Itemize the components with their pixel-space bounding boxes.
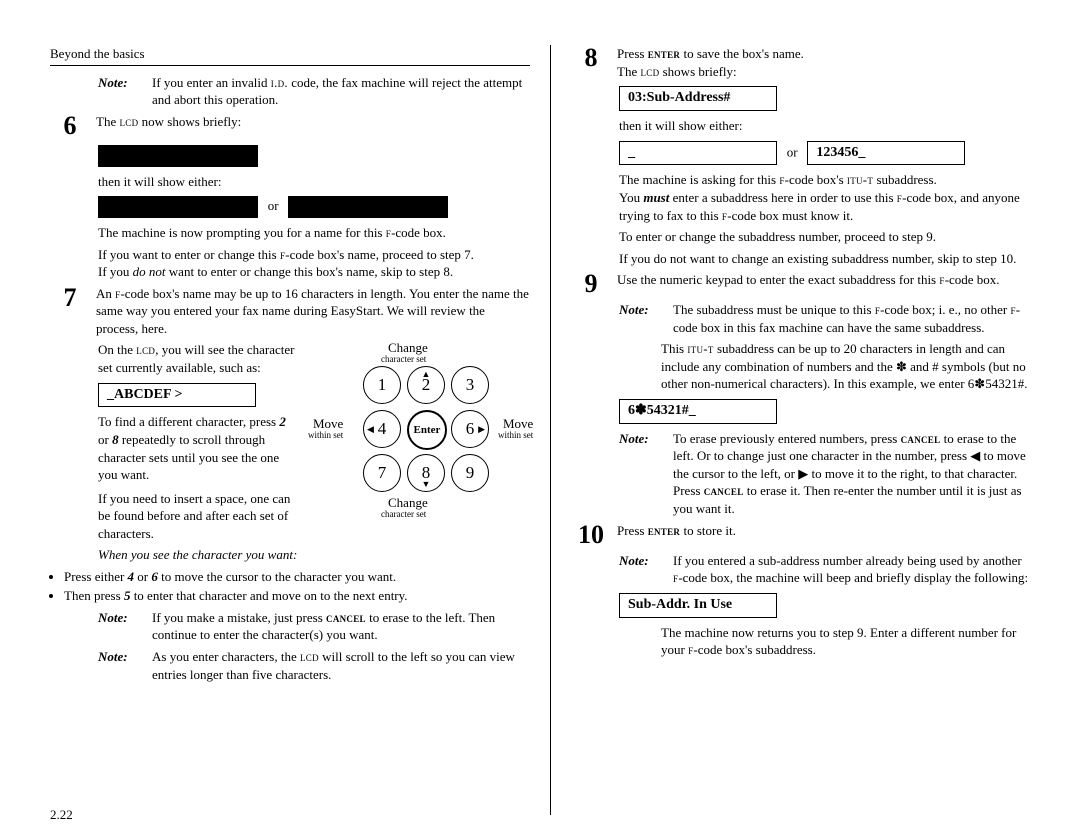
- right-column: 8 Press enter to save the box's name.The…: [550, 45, 1030, 815]
- key-5-enter: Enter: [407, 410, 447, 450]
- then-show-2: then it will show either:: [619, 117, 1030, 135]
- black-lcd-1: [98, 145, 530, 167]
- key-9: 9: [451, 454, 489, 492]
- step-number-7: 7: [50, 285, 96, 311]
- lcd-sub-address: 03:Sub-Address#: [619, 86, 1030, 111]
- note-4: Note: The subaddress must be unique to t…: [619, 301, 1030, 336]
- key-2: ▲2: [407, 366, 445, 404]
- note-body: The subaddress must be unique to this f-…: [673, 301, 1030, 336]
- key-1: 1: [363, 366, 401, 404]
- note-body: If you entered a sub-address number alre…: [673, 552, 1030, 587]
- note-6: Note: If you entered a sub-address numbe…: [619, 552, 1030, 587]
- note-label: Note:: [619, 552, 673, 570]
- label-within-left: within set: [308, 431, 343, 440]
- step-6-body: The lcd now shows briefly:: [96, 113, 530, 131]
- dont-change: If you do not want to change an existing…: [619, 250, 1030, 268]
- bullet-1: Press either 4 or 6 to move the cursor t…: [64, 568, 530, 586]
- step-10: 10 Press enter to store it.: [571, 522, 1030, 548]
- note-label: Note:: [98, 648, 152, 666]
- note-label: Note:: [98, 74, 152, 92]
- lcd-in-use: Sub-Addr. In Use: [619, 593, 1030, 618]
- note-body: If you enter an invalid i.d. code, the f…: [152, 74, 530, 109]
- or-text: or: [268, 198, 279, 213]
- lcd-654321: 6✽54321#_: [619, 399, 1030, 424]
- label-move-left: Move: [313, 417, 343, 430]
- bullet-2: Then press 5 to enter that character and…: [64, 587, 530, 605]
- note-5: Note: To erase previously entered number…: [619, 430, 1030, 518]
- find-char: To find a different character, press 2 o…: [98, 413, 298, 483]
- step-number-6: 6: [50, 113, 96, 139]
- step-7-body: An f-code box's name may be up to 16 cha…: [96, 285, 530, 338]
- lcd-abcdef: _ABCDEF >: [98, 383, 256, 408]
- left-column: Beyond the basics Note: If you enter an …: [50, 45, 550, 815]
- label-move-right: Move: [503, 417, 533, 430]
- or-text-2: or: [787, 144, 798, 159]
- step-number-9: 9: [571, 271, 617, 297]
- label-change-bot: Change: [388, 496, 428, 509]
- step-10-body: Press enter to store it.: [617, 522, 1030, 540]
- insert-space: If you need to insert a space, one can b…: [98, 490, 298, 543]
- note-1: Note: If you enter an invalid i.d. code,…: [98, 74, 530, 109]
- step-8-body: Press enter to save the box's name.The l…: [617, 45, 1030, 80]
- note-label: Note:: [98, 609, 152, 627]
- key-7: 7: [363, 454, 401, 492]
- page-footer: 2.22: [50, 806, 73, 824]
- key-4: ◀4: [363, 410, 401, 448]
- label-charset-bot: character set: [381, 510, 426, 519]
- returns: The machine now returns you to step 9. E…: [661, 624, 1030, 659]
- step-6: 6 The lcd now shows briefly:: [50, 113, 530, 139]
- note-body: To erase previously entered numbers, pre…: [673, 430, 1030, 518]
- step-number-8: 8: [571, 45, 617, 71]
- keypad-row: On the lcd, you will see the character s…: [98, 341, 530, 542]
- step-9: 9 Use the numeric keypad to enter the ex…: [571, 271, 1030, 297]
- black-lcd-row: or: [98, 196, 530, 218]
- note-label: Note:: [619, 430, 673, 448]
- keypad-left-text: On the lcd, you will see the character s…: [98, 341, 298, 542]
- when-you-see: When you see the character you want:: [98, 546, 530, 564]
- label-change-top: Change: [388, 341, 428, 354]
- note-label: Note:: [619, 301, 673, 319]
- to-enter: To enter or change the subaddress number…: [619, 228, 1030, 246]
- note-2: Note: If you make a mistake, just press …: [98, 609, 530, 644]
- prompting: The machine is now prompting you for a n…: [98, 224, 530, 242]
- step-8: 8 Press enter to save the box's name.The…: [571, 45, 1030, 80]
- step-9-body: Use the numeric keypad to enter the exac…: [617, 271, 1030, 289]
- keypad-diagram: Change character set Move within set Mov…: [308, 341, 538, 542]
- want-change: If you want to enter or change this f-co…: [98, 246, 530, 281]
- bullet-list: Press either 4 or 6 to move the cursor t…: [50, 568, 530, 605]
- key-8: 8▼: [407, 454, 445, 492]
- step-number-10: 10: [571, 522, 617, 548]
- then-show-1: then it will show either:: [98, 173, 530, 191]
- key-6: 6▶: [451, 410, 489, 448]
- note-body: If you make a mistake, just press cancel…: [152, 609, 530, 644]
- itu-t: This itu-t subaddress can be up to 20 ch…: [661, 340, 1030, 393]
- lcd-either-row: _ or 123456_: [619, 141, 1030, 166]
- label-within-right: within set: [498, 431, 533, 440]
- note-body: As you enter characters, the lcd will sc…: [152, 648, 530, 683]
- label-charset-top: character set: [381, 355, 426, 364]
- step-7: 7 An f-code box's name may be up to 16 c…: [50, 285, 530, 338]
- note-3: Note: As you enter characters, the lcd w…: [98, 648, 530, 683]
- page-header: Beyond the basics: [50, 45, 530, 66]
- key-3: 3: [451, 366, 489, 404]
- asking: The machine is asking for this f-code bo…: [619, 171, 1030, 224]
